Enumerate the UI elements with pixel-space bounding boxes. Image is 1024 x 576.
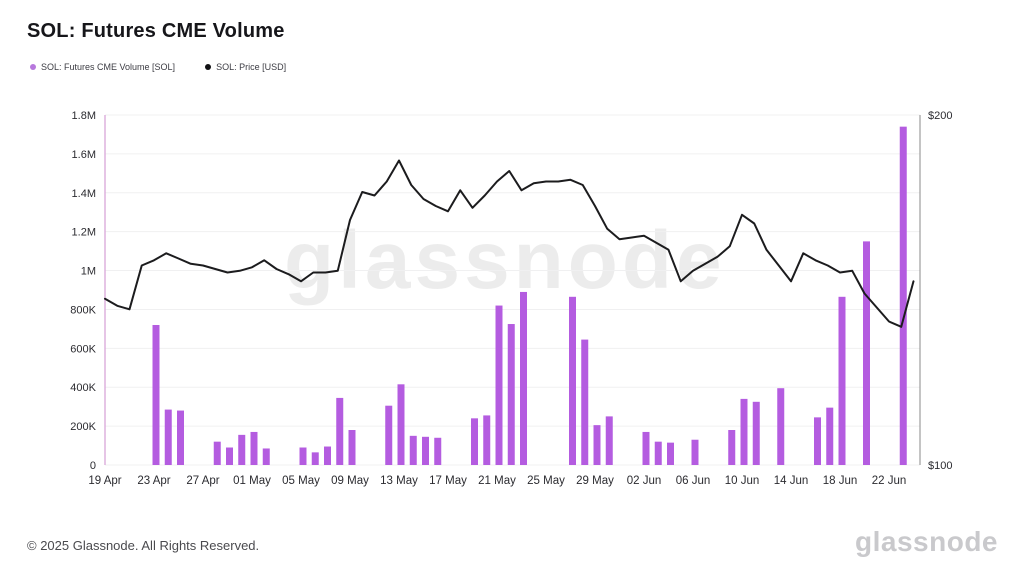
left-axis-tick-label: 1.2M (72, 227, 96, 239)
volume-bar-06-Jun[interactable] (691, 439, 699, 465)
volume-bar-08-May[interactable] (336, 397, 344, 465)
volume-bars (152, 126, 907, 466)
volume-bar-16-Jun[interactable] (814, 417, 821, 465)
left-axis-tick-label: 1.8M (72, 110, 96, 122)
left-axis-tick-label: 0 (90, 460, 96, 472)
volume-bar-28-Apr[interactable] (213, 441, 221, 465)
volume-bar-22-May[interactable] (507, 324, 515, 465)
volume-bar-20-May[interactable] (483, 415, 491, 465)
volume-bar-02-Jun[interactable] (642, 431, 650, 465)
legend-item-volume[interactable]: SOL: Futures CME Volume [SOL] (30, 62, 175, 72)
volume-bar-16-May[interactable] (434, 437, 442, 465)
right-axis-labels: $100 $200 (928, 110, 952, 472)
volume-bar-06-May[interactable] (311, 452, 319, 465)
volume-bar-20-Jun[interactable] (863, 241, 870, 465)
glassnode-watermark: glassnode (284, 215, 726, 306)
x-axis-tick-label: 22 Jun (872, 475, 907, 487)
volume-bar-23-Jun[interactable] (899, 126, 907, 466)
volume-legend-label: SOL: Futures CME Volume [SOL] (41, 62, 176, 72)
volume-bar-17-Jun[interactable] (826, 407, 834, 465)
left-axis-tick-label: 1.4M (72, 188, 96, 200)
x-axis-tick-label: 02 Jun (627, 475, 662, 487)
x-axis-labels: 19 Apr 23 Apr 27 Apr 01 May 05 May 09 May 13 M… (88, 475, 906, 487)
legend-item-price[interactable]: SOL: Price [USD] (205, 62, 286, 72)
volume-bar-19-May[interactable] (471, 418, 478, 465)
volume-bar-12-May[interactable] (385, 405, 393, 465)
volume-bar-15-May[interactable] (422, 436, 429, 465)
price-legend-label: SOL: Price [USD] (216, 62, 287, 72)
x-axis-tick-label: 01 May (233, 475, 271, 487)
volume-bar-28-May[interactable] (581, 339, 589, 465)
volume-bar-09-May[interactable] (348, 430, 356, 465)
right-axis-tick-label: $100 (928, 460, 952, 472)
volume-bar-23-Apr[interactable] (152, 325, 160, 465)
left-axis-tick-label: 1M (81, 266, 96, 278)
page-title: SOL: Futures CME Volume (27, 20, 285, 42)
volume-bar-30-May[interactable] (605, 416, 613, 465)
left-axis-tick-label: 1.6M (72, 149, 96, 161)
x-axis-tick-label: 19 Apr (88, 475, 121, 487)
x-axis-tick-label: 13 May (380, 475, 418, 487)
volume-bar-05-May[interactable] (299, 447, 307, 466)
volume-bar-27-May[interactable] (569, 296, 576, 465)
x-axis-tick-label: 21 May (478, 475, 516, 487)
left-axis-tick-label: 200K (70, 421, 96, 433)
x-axis-tick-label: 18 Jun (823, 475, 858, 487)
volume-bar-10-Jun[interactable] (740, 398, 748, 465)
volume-bar-29-May[interactable] (593, 425, 601, 465)
volume-bar-09-Jun[interactable] (728, 430, 736, 465)
x-axis-tick-label: 23 Apr (137, 475, 170, 487)
volume-bar-23-May[interactable] (520, 291, 527, 465)
volume-bar-14-May[interactable] (409, 435, 417, 465)
volume-bar-02-May[interactable] (262, 448, 270, 465)
right-axis-tick-label: $200 (928, 110, 952, 122)
volume-bar-11-Jun[interactable] (752, 401, 760, 465)
volume-bar-07-May[interactable] (324, 446, 331, 465)
x-axis-tick-label: 06 Jun (676, 475, 711, 487)
x-axis-tick-label: 05 May (282, 475, 320, 487)
volume-bar-25-Apr[interactable] (177, 410, 184, 465)
volume-bar-03-Jun[interactable] (654, 441, 662, 465)
x-axis-tick-label: 14 Jun (774, 475, 809, 487)
volume-bar-29-Apr[interactable] (226, 447, 233, 466)
price-legend-dot-icon (205, 64, 212, 70)
glassnode-logo-text: glassnode (855, 526, 998, 557)
copyright-text: © 2025 Glassnode. All Rights Reserved. (27, 538, 260, 553)
volume-legend-dot-icon (30, 64, 36, 70)
volume-bar-24-Apr[interactable] (164, 409, 172, 465)
volume-bar-13-May[interactable] (397, 384, 405, 465)
x-axis-tick-label: 29 May (576, 475, 614, 487)
price-line (104, 159, 915, 328)
left-axis-tick-label: 600K (70, 343, 96, 355)
left-axis-tick-label: 800K (70, 304, 96, 316)
x-axis-tick-label: 09 May (331, 475, 369, 487)
volume-bar-01-May[interactable] (250, 431, 258, 465)
volume-bar-13-Jun[interactable] (777, 388, 785, 465)
left-axis-tick-label: 400K (70, 382, 96, 394)
volume-bar-21-May[interactable] (495, 305, 503, 465)
volume-bar-18-Jun[interactable] (838, 296, 846, 465)
volume-bar-30-Apr[interactable] (238, 434, 246, 465)
x-axis-tick-label: 27 Apr (186, 475, 219, 487)
legend: SOL: Futures CME Volume [SOL] SOL: Price… (30, 62, 286, 72)
x-axis-tick-label: 17 May (429, 475, 467, 487)
volume-bar-04-Jun[interactable] (667, 442, 674, 465)
x-axis-tick-label: 25 May (527, 475, 565, 487)
left-axis-labels: 0 200K 400K 600K 800K 1M 1.2M 1.4M 1.6M 1.8M (70, 110, 96, 472)
x-axis-tick-label: 10 Jun (725, 475, 760, 487)
